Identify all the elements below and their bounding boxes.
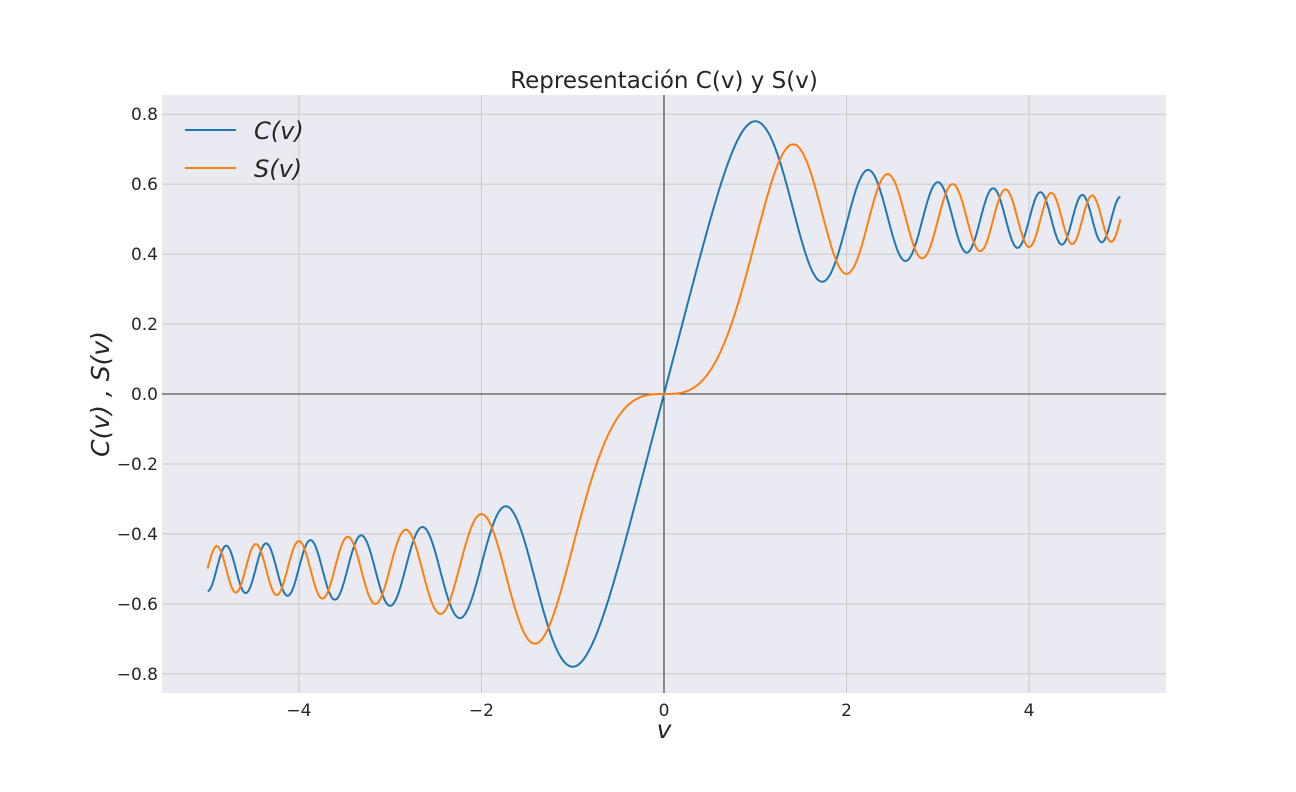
x-tick-label: −2 xyxy=(469,701,494,721)
chart-title: Representación C(v) y S(v) xyxy=(510,68,818,94)
legend: C(v) S(v) xyxy=(185,117,304,183)
x-tick-label: 4 xyxy=(1024,701,1035,721)
legend-label: S(v) xyxy=(254,155,302,183)
y-tick-label: −0.2 xyxy=(117,455,158,475)
legend-label: C(v) xyxy=(254,117,304,145)
x-tick-labels: −4 −2 0 2 4 xyxy=(286,701,1034,721)
y-tick-label: 0.8 xyxy=(131,105,158,125)
y-tick-label: 0.0 xyxy=(131,385,158,405)
y-tick-label: −0.8 xyxy=(117,665,158,685)
y-tick-labels: −0.8 −0.6 −0.4 −0.2 0.0 0.2 0.4 0.6 0.8 xyxy=(117,105,158,685)
y-tick-label: 0.6 xyxy=(131,175,158,195)
x-axis-label: v xyxy=(657,715,673,744)
y-tick-label: −0.6 xyxy=(117,595,158,615)
curves xyxy=(206,120,1122,668)
x-tick-label: 0 xyxy=(659,701,670,721)
y-tick-label: −0.4 xyxy=(117,525,158,545)
x-tick-label: 2 xyxy=(841,701,852,721)
x-tick-label: −4 xyxy=(286,701,311,721)
series-line xyxy=(206,143,1122,645)
y-axis-label: C(v) , S(v) xyxy=(86,331,115,457)
y-tick-label: 0.2 xyxy=(131,315,158,335)
y-tick-label: 0.4 xyxy=(131,245,158,265)
